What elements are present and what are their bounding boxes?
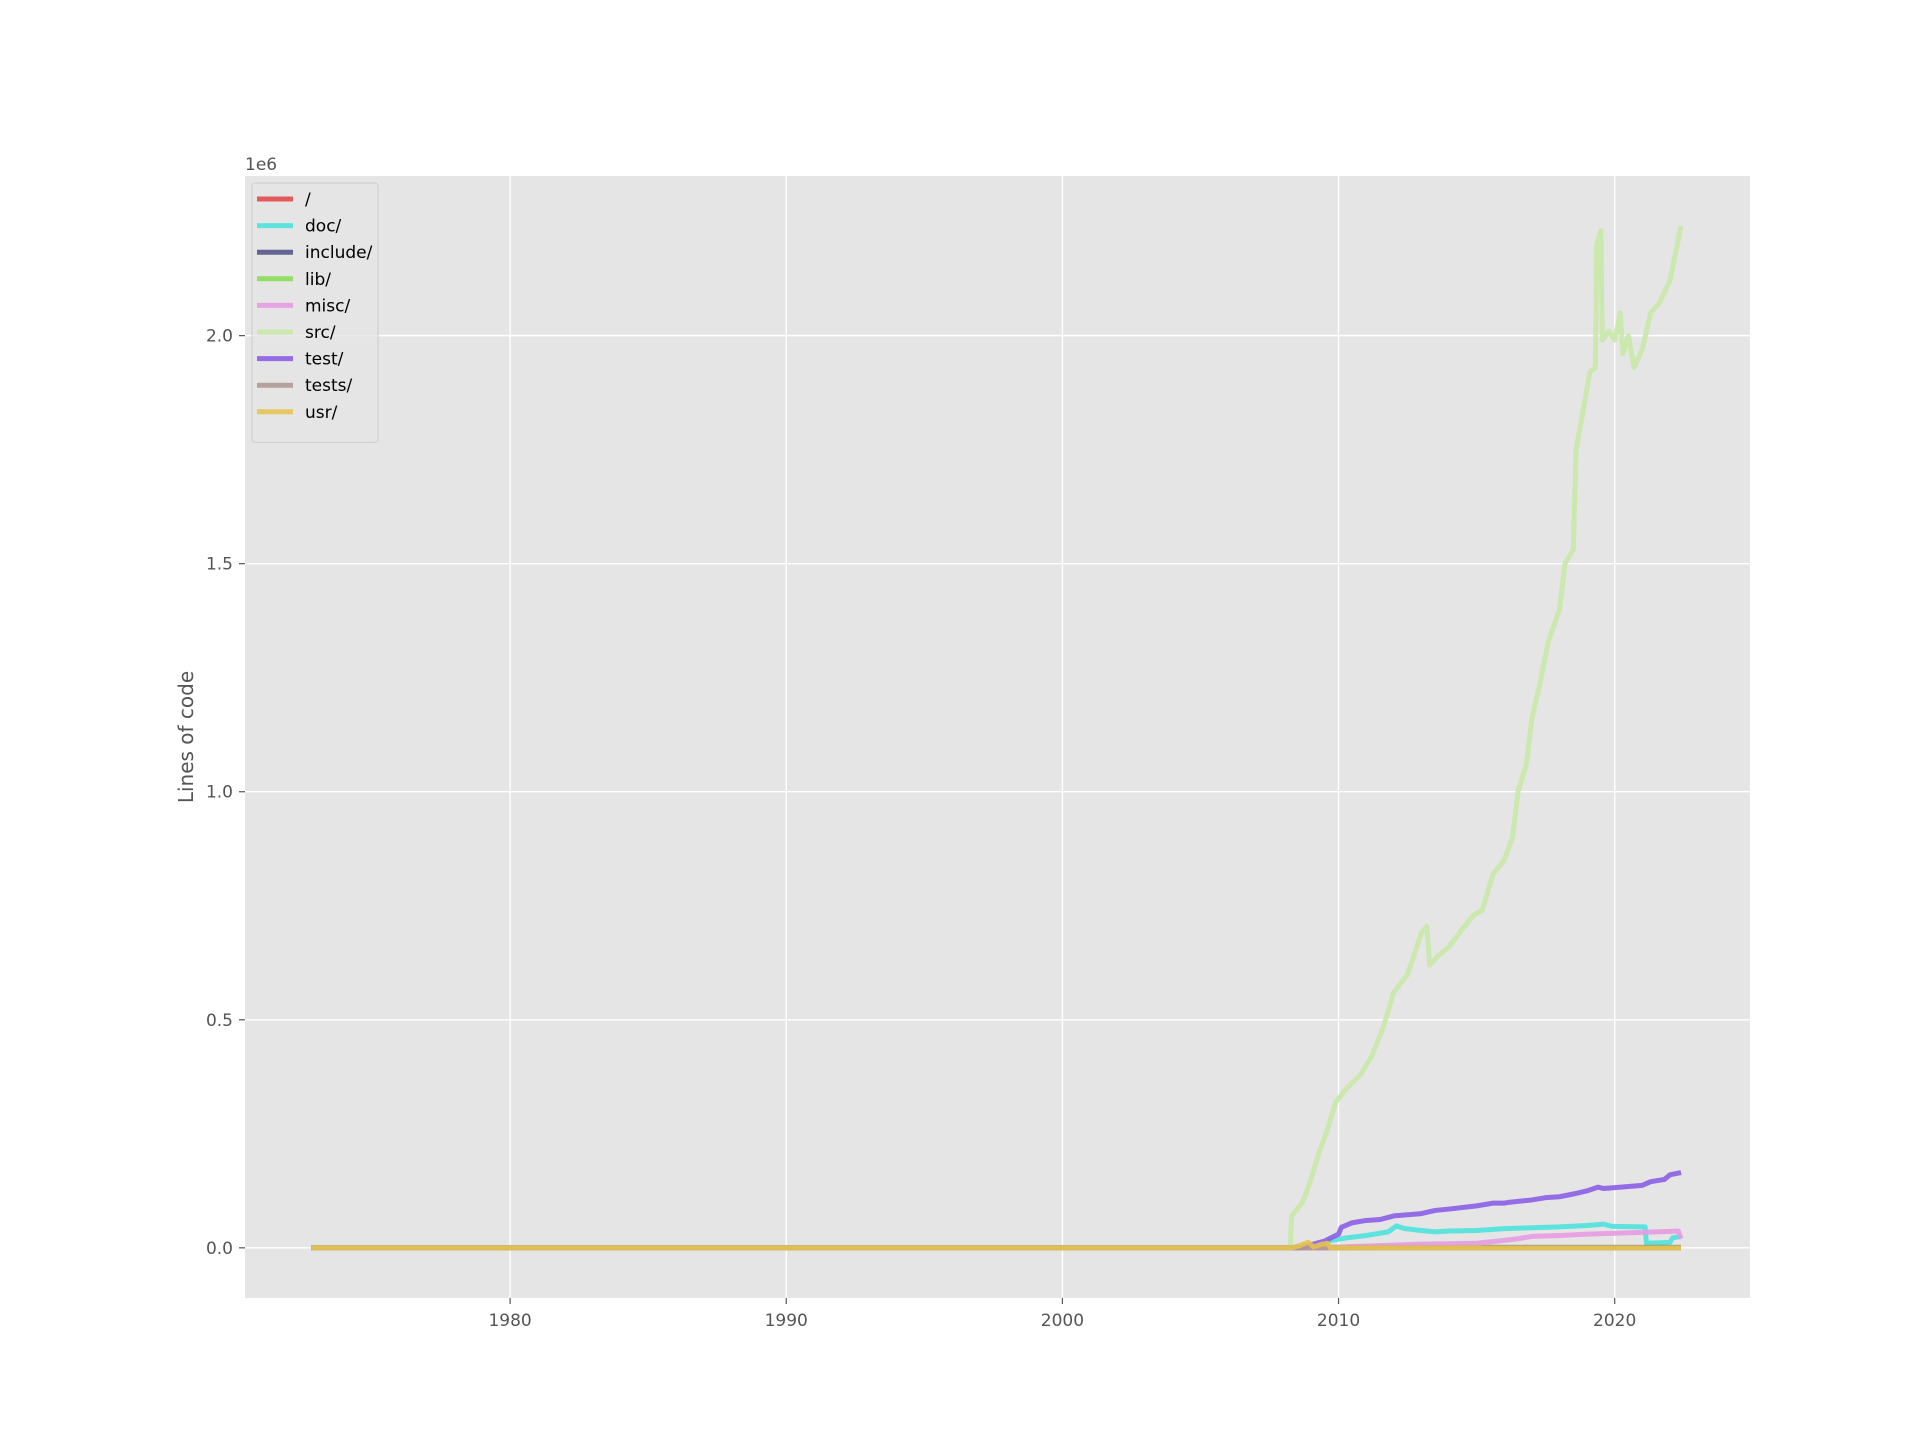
legend-label-tests: tests/: [305, 376, 353, 396]
y-tick-label: 1.0: [206, 783, 233, 803]
legend-label-misc: misc/: [305, 296, 350, 316]
y-offset-text: 1e6: [245, 155, 277, 175]
series-line-src: [311, 225, 1684, 1251]
legend-label-root: /: [305, 190, 311, 210]
y-tick-label: 0.5: [206, 1011, 233, 1031]
x-axis-ticks: 1980 1990 2000 2010 2020: [488, 1298, 1636, 1331]
x-tick-label: 1980: [488, 1311, 531, 1331]
legend-label-usr: usr/: [305, 403, 338, 423]
x-tick-label: 2020: [1593, 1311, 1636, 1331]
series-line-test: [311, 1170, 1682, 1251]
x-tick-label: 2010: [1317, 1311, 1360, 1331]
y-tick-label: 1.5: [206, 555, 233, 575]
legend: / doc/include/lib/misc/src/test/tests/usr…: [251, 182, 379, 443]
series-lines: [311, 225, 1684, 1251]
legend-label-include: include/: [305, 243, 373, 263]
y-axis-label: Lines of code: [174, 671, 198, 803]
x-tick-label: 1990: [765, 1311, 808, 1331]
y-tick-label: 0.0: [206, 1239, 233, 1259]
legend-label-src: src/: [305, 323, 336, 343]
y-axis-ticks: 0.0 0.5 1.0 1.5 2.0: [206, 327, 245, 1259]
series-line-usr: [311, 1239, 1681, 1251]
legend-label-test: test/: [305, 350, 344, 370]
x-tick-label: 2000: [1041, 1311, 1084, 1331]
legend-label-doc: doc/: [305, 217, 342, 237]
legend-box: [251, 182, 379, 443]
legend-label-lib: lib/: [305, 270, 331, 290]
y-tick-label: 2.0: [206, 327, 233, 347]
plot-background: [245, 176, 1750, 1298]
